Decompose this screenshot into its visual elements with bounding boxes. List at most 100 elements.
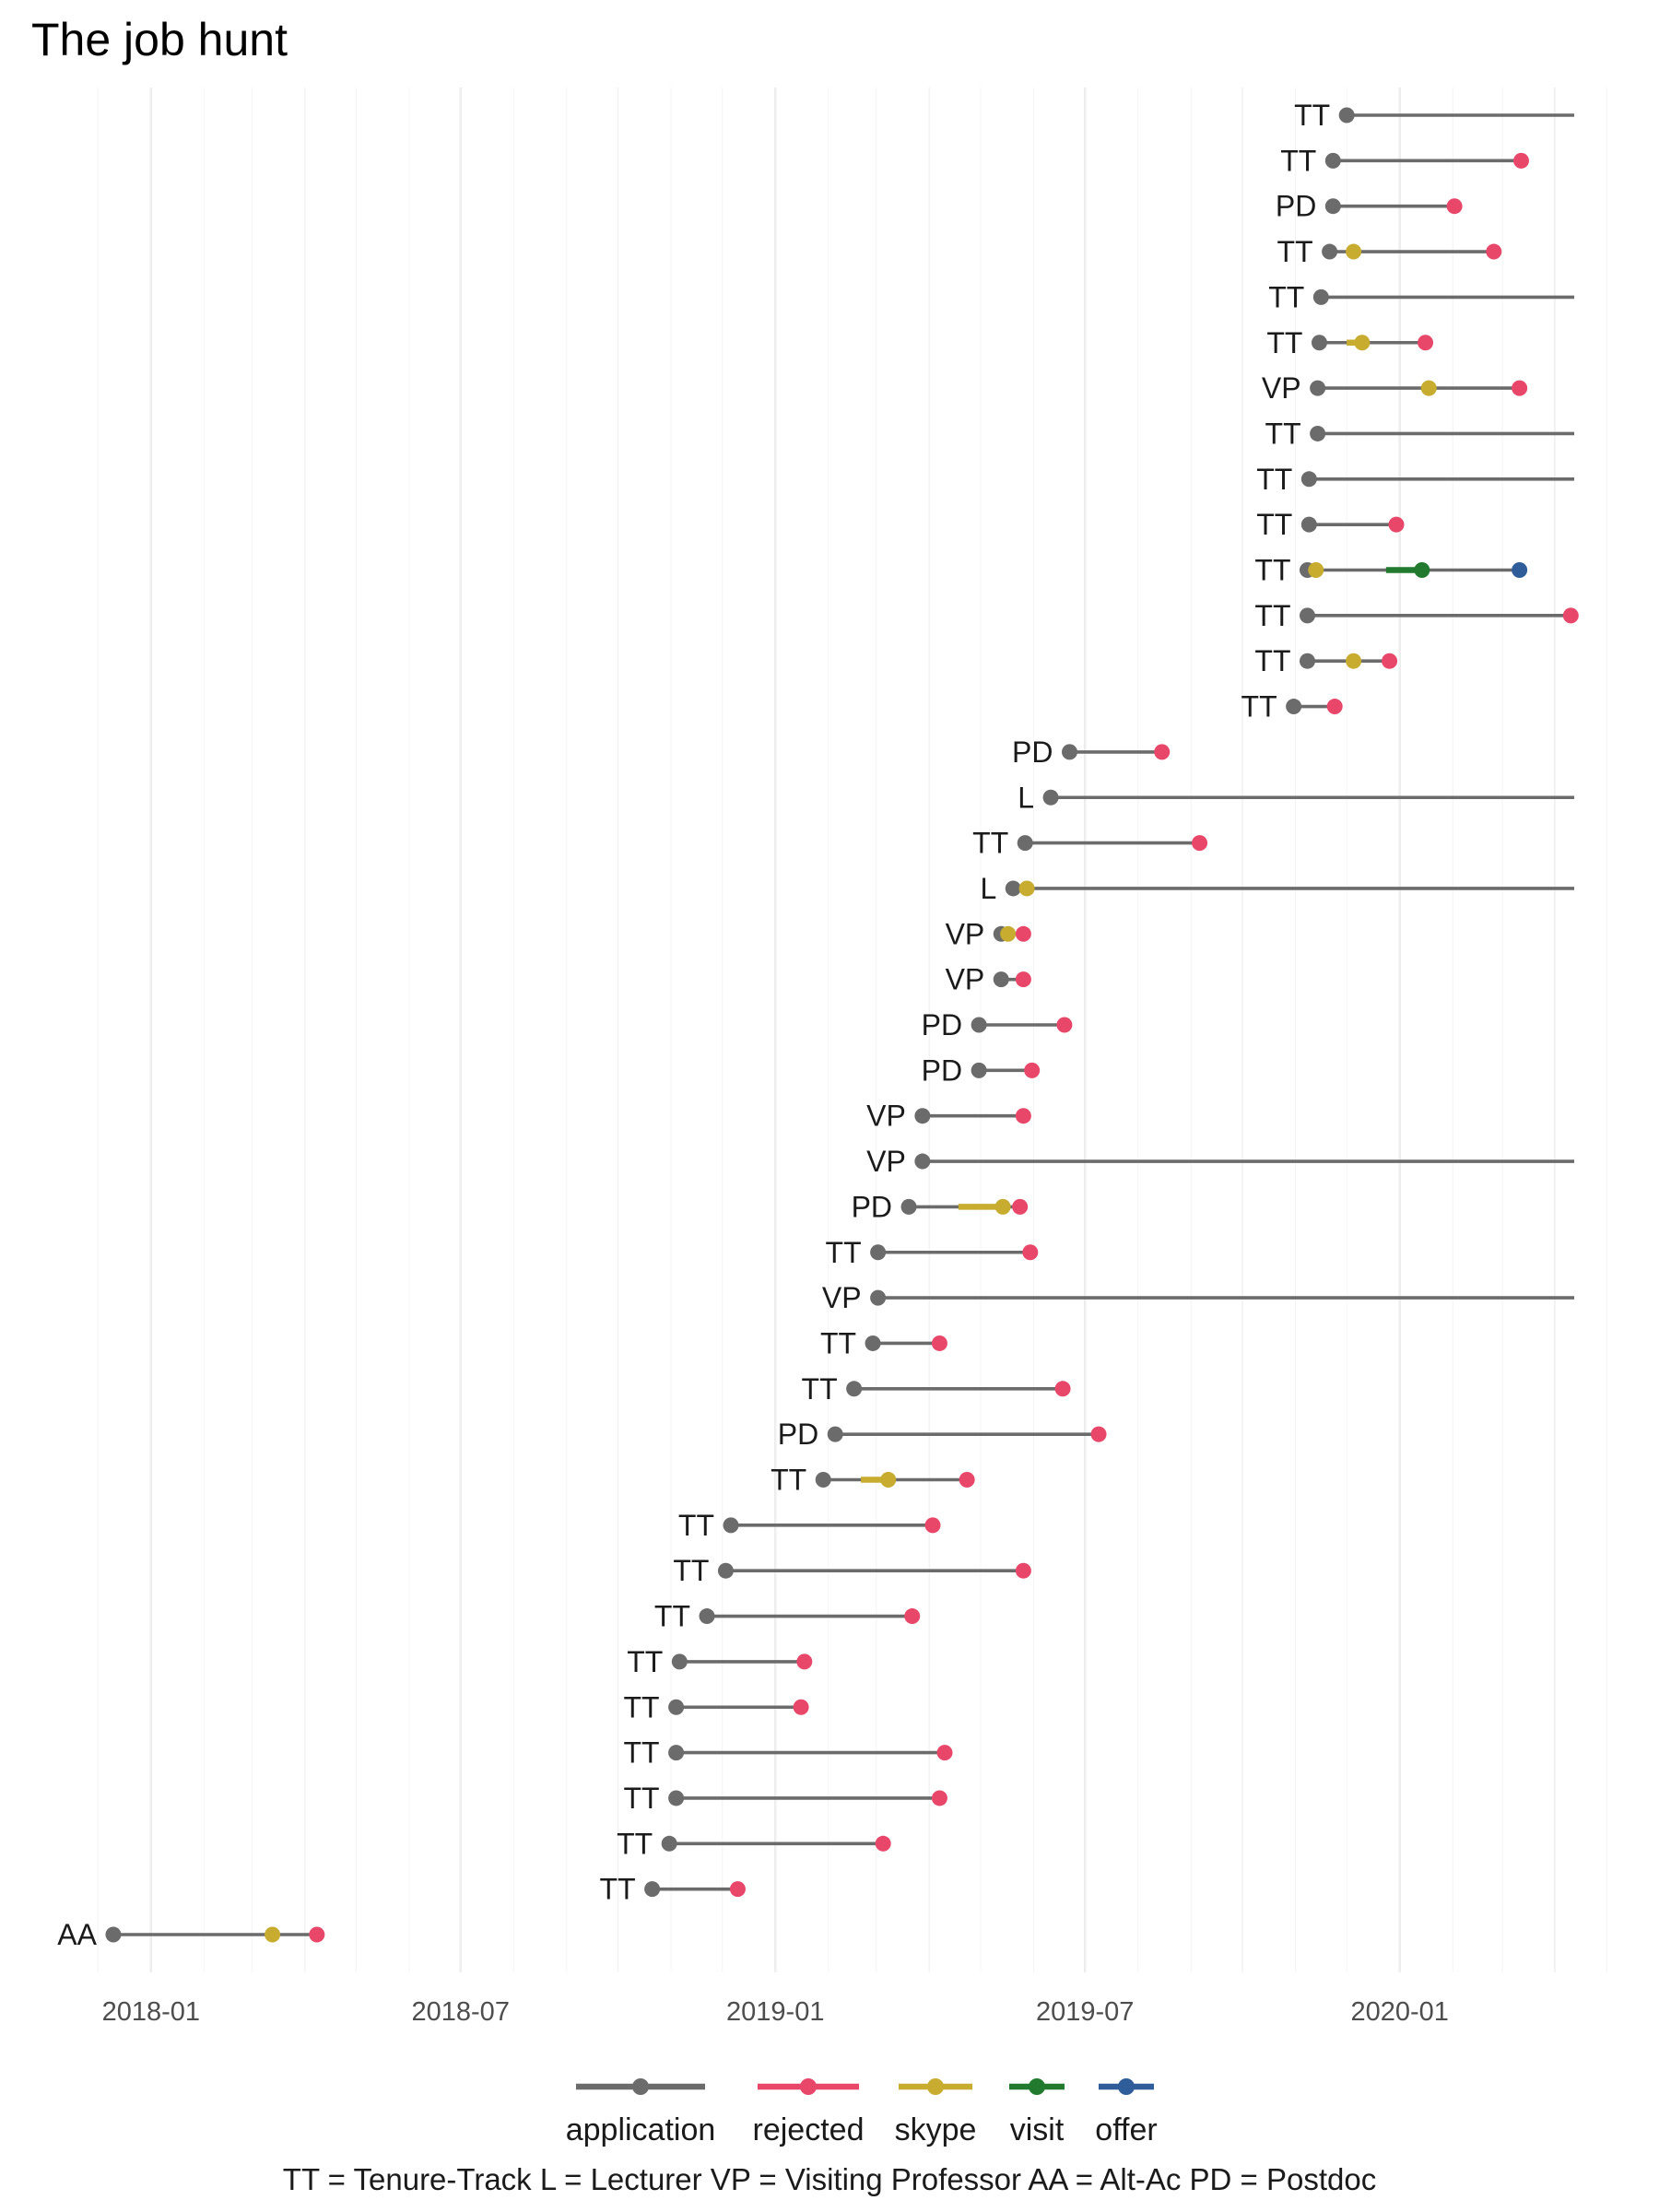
job-type-label: TT bbox=[627, 1645, 663, 1678]
job-type-label: VP bbox=[866, 1100, 906, 1133]
x-tick-label: 2019-01 bbox=[726, 1997, 824, 2027]
rejected-point bbox=[309, 1926, 325, 1943]
application-point bbox=[870, 1244, 887, 1261]
job-row: TT bbox=[1254, 599, 1579, 632]
application-point bbox=[1017, 835, 1033, 852]
job-type-label: TT bbox=[1268, 280, 1304, 313]
legend-key-point bbox=[927, 2078, 944, 2095]
job-type-label: L bbox=[980, 872, 996, 905]
abbreviation-caption: TT = Tenure-Track L = Lecturer VP = Visi… bbox=[283, 2162, 1376, 2196]
job-row: TT bbox=[1266, 326, 1434, 359]
rejected-point bbox=[1192, 835, 1208, 852]
rejected-point bbox=[1015, 1108, 1031, 1124]
skype-point bbox=[880, 1472, 897, 1488]
application-point bbox=[1324, 152, 1341, 169]
job-row: TT bbox=[1294, 99, 1575, 132]
application-point bbox=[1042, 789, 1059, 806]
application-point bbox=[1299, 607, 1315, 624]
legend-item-visit: visit bbox=[1009, 2078, 1065, 2147]
application-point bbox=[668, 1790, 685, 1806]
application-point bbox=[914, 1153, 931, 1170]
legend-label: skype bbox=[895, 2112, 977, 2147]
job-row: TT bbox=[1265, 417, 1575, 450]
job-row: PD bbox=[922, 1053, 1041, 1087]
job-row: PD bbox=[778, 1418, 1107, 1451]
job-row: PD bbox=[922, 1008, 1073, 1041]
job-row: TT bbox=[654, 1600, 921, 1633]
rejected-point bbox=[1090, 1426, 1107, 1442]
job-type-label: TT bbox=[617, 1827, 653, 1860]
job-row: AA bbox=[57, 1918, 325, 1951]
x-tick-label: 2018-01 bbox=[102, 1997, 200, 2027]
rejected-point bbox=[1154, 744, 1171, 760]
application-point bbox=[1312, 288, 1329, 305]
job-type-label: TT bbox=[600, 1873, 636, 1906]
job-row: TT bbox=[627, 1645, 813, 1678]
rejected-point bbox=[904, 1608, 921, 1625]
application-point bbox=[1310, 380, 1326, 396]
job-type-label: PD bbox=[778, 1418, 818, 1451]
application-point bbox=[1300, 516, 1317, 533]
skype-point bbox=[1420, 380, 1437, 396]
rejected-point bbox=[729, 1881, 746, 1898]
job-type-label: TT bbox=[1241, 690, 1277, 724]
legend-label: offer bbox=[1095, 2112, 1157, 2147]
application-point bbox=[661, 1835, 677, 1852]
skype-point bbox=[994, 1198, 1011, 1215]
rejected-point bbox=[924, 1517, 941, 1534]
job-row: TT bbox=[1256, 508, 1405, 541]
job-row: TT bbox=[1241, 690, 1343, 724]
job-type-label: TT bbox=[1256, 508, 1292, 541]
x-axis: 2018-01 2018-07 2019-01 2019-07 2020-01 bbox=[102, 1997, 1449, 2027]
job-row: VP bbox=[866, 1145, 1575, 1178]
skype-point bbox=[1000, 925, 1017, 942]
job-type-label: TT bbox=[624, 1736, 660, 1770]
job-type-label: TT bbox=[1254, 644, 1290, 677]
visit-point bbox=[1414, 562, 1430, 578]
application-point bbox=[971, 1062, 987, 1078]
grid-lines bbox=[97, 88, 1607, 1972]
job-type-label: PD bbox=[1012, 735, 1053, 769]
job-type-label: PD bbox=[922, 1008, 962, 1041]
job-rows: TT TT PD TT TT TT VP TT TT TT TT TT TT TT PD L TT L VP VP PD… bbox=[57, 99, 1579, 1951]
x-tick-label: 2020-01 bbox=[1350, 1997, 1448, 2027]
skype-point bbox=[1308, 562, 1324, 578]
offer-point bbox=[1512, 562, 1528, 578]
job-row: L bbox=[1018, 781, 1575, 814]
application-point bbox=[1061, 744, 1077, 760]
application-point bbox=[870, 1289, 887, 1306]
job-type-label: PD bbox=[1276, 190, 1316, 223]
job-row: TT bbox=[1254, 554, 1528, 587]
skype-point bbox=[265, 1926, 281, 1943]
rejected-point bbox=[959, 1472, 975, 1488]
rejected-point bbox=[1326, 699, 1343, 715]
job-row: VP bbox=[866, 1100, 1031, 1133]
job-row: VP bbox=[946, 917, 1031, 950]
job-type-label: PD bbox=[922, 1053, 962, 1087]
skype-point bbox=[1346, 243, 1362, 260]
application-point bbox=[846, 1381, 863, 1397]
rejected-point bbox=[1446, 198, 1463, 215]
rejected-point bbox=[1562, 607, 1579, 624]
skype-point bbox=[1346, 653, 1362, 669]
application-point bbox=[1322, 243, 1338, 260]
rejected-point bbox=[875, 1835, 891, 1852]
legend-key-point bbox=[1118, 2078, 1135, 2095]
rejected-point bbox=[1022, 1244, 1039, 1261]
job-type-label: VP bbox=[1262, 371, 1301, 405]
chart-title: The job hunt bbox=[31, 14, 288, 65]
rejected-point bbox=[1015, 925, 1031, 942]
rejected-point bbox=[936, 1745, 953, 1761]
legend-item-application: application bbox=[566, 2078, 715, 2147]
application-point bbox=[1311, 335, 1327, 351]
job-type-label: TT bbox=[1265, 417, 1301, 450]
job-row: TT bbox=[678, 1509, 941, 1542]
application-point bbox=[668, 1699, 685, 1715]
application-point bbox=[699, 1608, 715, 1625]
rejected-point bbox=[1382, 653, 1398, 669]
job-row: TT bbox=[771, 1464, 975, 1497]
job-type-label: VP bbox=[866, 1145, 906, 1178]
legend-label: visit bbox=[1010, 2112, 1065, 2147]
job-type-label: TT bbox=[654, 1600, 690, 1633]
application-point bbox=[1299, 653, 1315, 669]
